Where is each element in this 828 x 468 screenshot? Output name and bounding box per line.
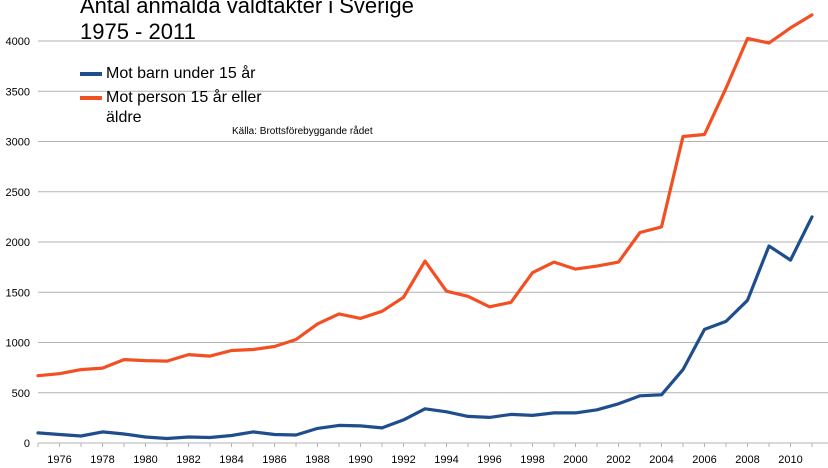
x-tick-label: 1992 xyxy=(391,454,415,466)
x-tick-label: 1990 xyxy=(348,454,372,466)
series-line-adults xyxy=(36,13,814,378)
x-tick-label: 1998 xyxy=(520,454,544,466)
x-tick-label: 1988 xyxy=(305,454,329,466)
series-lines xyxy=(36,13,814,441)
x-tick-label: 1978 xyxy=(90,454,114,466)
series-line-children xyxy=(36,215,814,441)
y-tick-label: 0 xyxy=(24,438,30,450)
x-tick-label: 1980 xyxy=(133,454,157,466)
legend: Mot barn under 15 år Mot person 15 år el… xyxy=(80,64,280,132)
chart-title-line1: Antal anmälda våldtäkter i Sverige xyxy=(80,0,414,18)
x-tick-label: 1986 xyxy=(262,454,286,466)
chart-title-line2: 1975 - 2011 xyxy=(80,19,196,44)
y-tick-label: 4000 xyxy=(6,36,30,48)
y-tick-label: 1000 xyxy=(6,338,30,350)
y-axis-ticks: 0 500 1000 1500 2000 2500 3000 3500 4000 xyxy=(6,36,30,450)
y-tick-label: 500 xyxy=(12,388,30,400)
x-tick-label: 2006 xyxy=(692,454,716,466)
x-tick-label: 2002 xyxy=(606,454,630,466)
legend-item-children: Mot barn under 15 år xyxy=(80,64,280,84)
x-tick-label: 2000 xyxy=(563,454,587,466)
x-tick-label: 2010 xyxy=(778,454,802,466)
gridlines xyxy=(38,40,828,444)
x-tick-label: 1976 xyxy=(47,454,71,466)
x-axis-ticks: 1976 1978 1980 1982 1984 1986 1988 1990 1992 1994… xyxy=(37,443,813,466)
y-tick-label: 2500 xyxy=(6,187,30,199)
x-tick-label: 2008 xyxy=(735,454,759,466)
x-tick-label: 1994 xyxy=(434,454,458,466)
legend-label-children: Mot barn under 15 år xyxy=(106,65,256,82)
legend-item-adults: Mot person 15 år eller äldre xyxy=(80,88,280,128)
legend-label-adults: Mot person 15 år eller äldre xyxy=(106,89,262,126)
x-tick-label: 1982 xyxy=(176,454,200,466)
x-tick-label: 1984 xyxy=(219,454,243,466)
y-tick-label: 2000 xyxy=(6,237,30,249)
x-tick-label: 1996 xyxy=(477,454,501,466)
y-tick-label: 3500 xyxy=(6,86,30,98)
y-tick-label: 3000 xyxy=(6,137,30,149)
legend-swatch-children xyxy=(80,72,102,76)
y-tick-label: 1500 xyxy=(6,287,30,299)
source-note: Källa: Brottsförebyggande rådet xyxy=(232,126,373,137)
legend-swatch-adults xyxy=(80,96,102,100)
x-tick-label: 2004 xyxy=(649,454,673,466)
